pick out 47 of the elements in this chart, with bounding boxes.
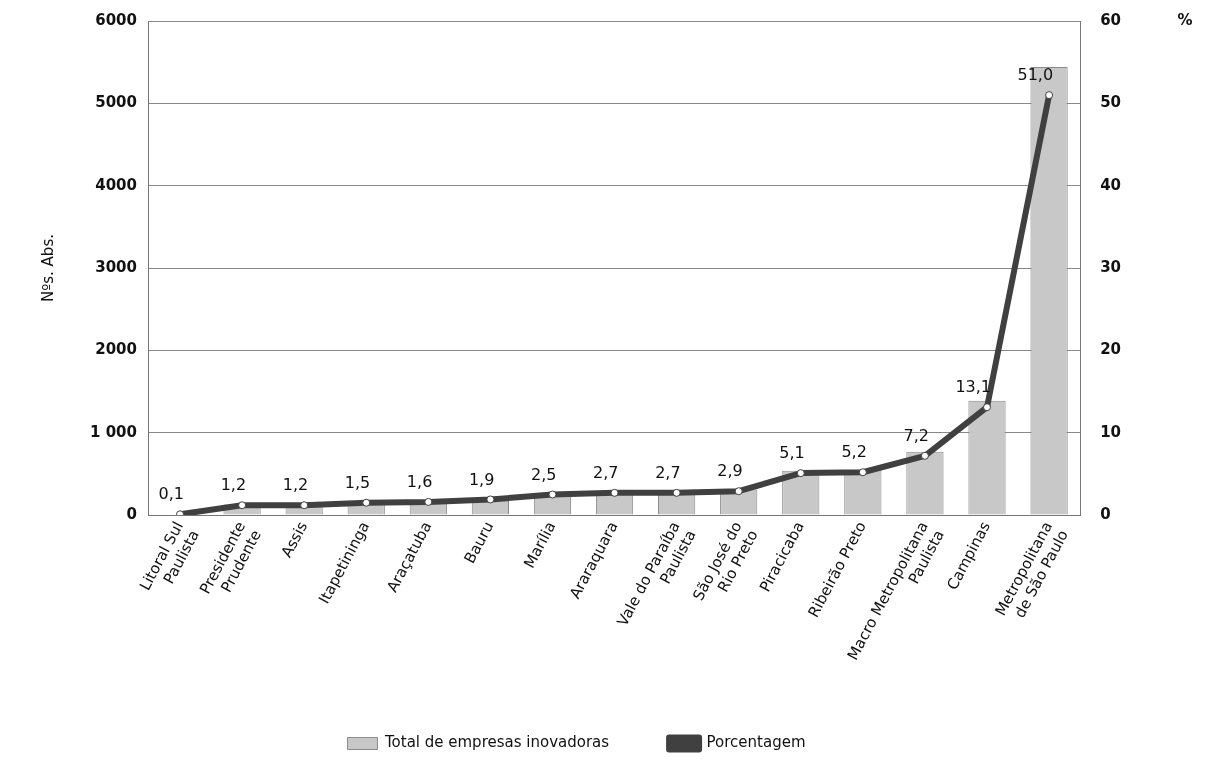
y-tick-label: 6000 bbox=[95, 10, 137, 29]
y2-tick-label: 50 bbox=[1100, 93, 1121, 112]
y-tick-label: 0 bbox=[126, 504, 137, 523]
y2-tick-label: 20 bbox=[1100, 340, 1121, 359]
y2-tick-label: 30 bbox=[1100, 257, 1121, 276]
point bbox=[238, 501, 247, 510]
data-label: 51,0 bbox=[1017, 65, 1054, 85]
y-tick-label: 2000 bbox=[95, 340, 137, 359]
point bbox=[300, 501, 309, 510]
data-label: 1,9 bbox=[468, 469, 495, 489]
data-label: 5,2 bbox=[841, 442, 867, 462]
data-label: 2,9 bbox=[717, 461, 743, 481]
data-label: 7,2 bbox=[903, 425, 929, 445]
data-label: 1,2 bbox=[282, 475, 309, 495]
y-tick-label: 3000 bbox=[95, 257, 137, 276]
legend-label: Total de empresas inovadoras bbox=[383, 733, 610, 752]
point bbox=[796, 469, 805, 478]
point bbox=[672, 488, 681, 497]
point bbox=[548, 490, 557, 499]
point bbox=[610, 488, 619, 497]
data-label: 2,7 bbox=[593, 463, 619, 483]
point bbox=[983, 403, 992, 412]
point bbox=[858, 468, 867, 477]
y-tick-label: 4000 bbox=[95, 175, 137, 194]
data-label: 0,1 bbox=[158, 484, 185, 504]
point bbox=[486, 495, 495, 504]
point bbox=[1045, 91, 1054, 100]
x-tick-label: Assis bbox=[277, 518, 312, 561]
y-tick-label: 1 000 bbox=[89, 422, 137, 441]
point bbox=[362, 498, 371, 507]
data-label: 2,5 bbox=[531, 464, 557, 484]
data-label: 1,5 bbox=[344, 472, 371, 492]
y2-tick-label: 10 bbox=[1100, 422, 1121, 441]
point bbox=[734, 487, 743, 496]
y-tick-label: 5000 bbox=[95, 93, 137, 112]
data-label: 5,1 bbox=[779, 443, 805, 463]
legend-label: Porcentagem bbox=[706, 733, 806, 752]
y2-tick-label: 0 bbox=[1100, 504, 1111, 523]
point bbox=[920, 451, 929, 460]
y-axis-title: Nºs. Abs. bbox=[38, 234, 57, 303]
data-label: 1,6 bbox=[406, 472, 433, 492]
data-label: 2,7 bbox=[655, 463, 681, 483]
y2-axis-title: % bbox=[1177, 10, 1193, 29]
point bbox=[424, 497, 433, 506]
y2-tick-label: 60 bbox=[1100, 10, 1121, 29]
y2-tick-label: 40 bbox=[1100, 175, 1121, 194]
data-label: 1,2 bbox=[220, 475, 247, 495]
